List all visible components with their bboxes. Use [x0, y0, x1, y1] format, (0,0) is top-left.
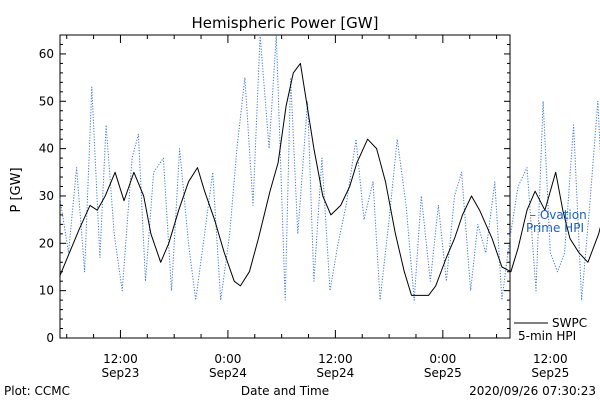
y-tick-label: 0	[46, 331, 54, 345]
x-tick-time-label: 0:00	[429, 352, 456, 366]
x-tick-time-label: 12:00	[103, 352, 138, 366]
x-tick-date-label: Sep23	[102, 366, 140, 380]
x-tick-date-label: Sep24	[209, 366, 247, 380]
y-tick-label: 50	[39, 94, 54, 108]
series-ovation-prime-hpi	[59, 34, 600, 301]
legend-swpc-line2: 5-min HPI	[518, 329, 576, 343]
legend-ovation-line2: Prime HPI	[526, 221, 584, 235]
x-tick-date-label: Sep25	[424, 366, 462, 380]
x-axis-label: Date and Time	[241, 384, 329, 398]
timestamp: 2020/09/26 07:30:23	[469, 384, 596, 398]
x-tick-time-label: 12:00	[318, 352, 353, 366]
plot-credit: Plot: CCMC	[4, 384, 70, 398]
x-tick-date-label: Sep24	[316, 366, 354, 380]
y-tick-label: 20	[39, 236, 54, 250]
y-tick-label: 40	[39, 142, 54, 156]
series-layer	[59, 34, 600, 301]
plot-area	[59, 34, 511, 339]
axis-layer: 010203040506012:00Sep230:00Sep2412:00Sep…	[39, 34, 569, 380]
legend-ovation-line1: – Ovation	[530, 208, 587, 222]
y-tick-label: 60	[39, 47, 54, 61]
y-tick-label: 30	[39, 189, 54, 203]
x-tick-time-label: 0:00	[214, 352, 241, 366]
series-swpc-5min-hpi	[59, 62, 600, 296]
y-axis-label: P [GW]	[9, 167, 24, 212]
chart-title: Hemispheric Power [GW]	[192, 14, 379, 32]
x-tick-date-label: Sep25	[531, 366, 569, 380]
x-tick-time-label: 12:00	[533, 352, 568, 366]
legend-swpc-line1: SWPC	[552, 316, 587, 330]
plot-frame	[59, 34, 511, 339]
y-tick-label: 10	[39, 284, 54, 298]
